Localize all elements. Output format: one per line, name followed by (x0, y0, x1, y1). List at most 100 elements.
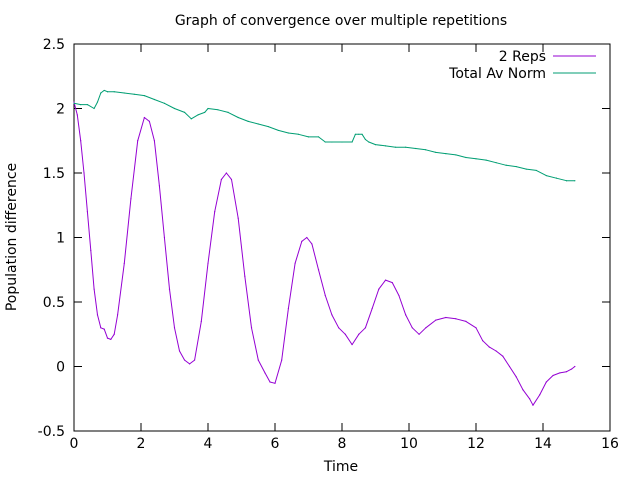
series-1-point (515, 376, 517, 378)
series-2-point (354, 133, 356, 135)
series-1-point (244, 275, 246, 277)
series-1-point (130, 198, 132, 200)
x-axis-ticks: 0 2 4 6 8 10 12 14 16 (70, 44, 619, 452)
series-1-point (475, 327, 477, 329)
series-1-point (495, 350, 497, 352)
x-axis-label: Time (323, 459, 358, 475)
series-1-point (225, 172, 228, 174)
series-1-point (250, 327, 253, 329)
series-2-point (331, 141, 333, 143)
series-2-point (267, 125, 269, 128)
series-2-point (123, 92, 125, 94)
series-2-point (237, 116, 239, 119)
series-1-point (173, 327, 176, 329)
series-2-point (574, 180, 576, 182)
series-1-point (301, 240, 303, 242)
series-1-point (76, 114, 78, 116)
series-2-point (317, 136, 320, 138)
series-1-point (188, 363, 191, 365)
series-1-point (287, 307, 289, 310)
series-1-point (311, 243, 313, 245)
series-2-point (247, 120, 249, 122)
series-1-point (425, 327, 427, 329)
series-1-point (317, 269, 320, 271)
series-1-point (230, 178, 233, 181)
series-2-point (227, 111, 229, 113)
x-tick-label: 10 (400, 436, 418, 452)
series-1-point (455, 318, 457, 320)
series-2-point (368, 141, 370, 143)
y-tick-label: -0.5 (38, 424, 65, 440)
series-2-point (143, 95, 145, 97)
series-2-point (287, 132, 289, 134)
series-2-point (495, 162, 497, 164)
series-1-point (344, 333, 346, 335)
series-2-point (324, 141, 326, 143)
series-1-point (411, 327, 413, 329)
series-1-point (391, 282, 393, 284)
legend-label-1: 2 Reps (499, 49, 546, 65)
series-1-point (143, 116, 145, 119)
series-2-point (73, 102, 75, 104)
series-1-point (163, 236, 166, 239)
chart-title: Graph of convergence over multiple repet… (175, 13, 507, 29)
series-1-point (338, 327, 340, 329)
series-2-point (445, 153, 447, 155)
series-1-point (148, 120, 150, 122)
series-1-point (405, 314, 407, 316)
series-2-point (361, 133, 363, 135)
series-2-point (485, 159, 487, 161)
series-2-point (435, 151, 437, 153)
series-1-point (378, 288, 380, 290)
series-1-point (465, 320, 467, 322)
series-1-point (281, 359, 283, 361)
series-2-point (374, 144, 377, 146)
series-2-point (535, 169, 537, 172)
series-1-point (110, 338, 112, 341)
series-1-point (73, 101, 75, 103)
series-1-point (545, 381, 547, 383)
series-2-point (113, 91, 115, 93)
series-1-point (168, 288, 171, 290)
series-1-point (83, 172, 85, 174)
series-2-point (207, 107, 209, 110)
y-axis-label: Population difference (4, 163, 20, 311)
series-2-point (545, 174, 547, 177)
series-1-point (257, 359, 259, 361)
series-2-point (307, 136, 310, 138)
series-1-point (488, 346, 490, 348)
series-2-point (415, 147, 417, 150)
x-tick-label: 2 (137, 436, 146, 452)
series-1-point (237, 217, 239, 219)
series-1-point (294, 262, 296, 264)
series-1-point (351, 343, 353, 346)
series-1-point (398, 294, 400, 297)
series-1-point (570, 368, 573, 370)
series-2-point (364, 138, 367, 141)
series-1-point (86, 211, 88, 213)
series-1-point (529, 398, 531, 400)
y-tick-label: 0.5 (43, 295, 65, 311)
series-1-point (358, 333, 360, 335)
series-1-point (183, 359, 186, 361)
series-2-point (475, 158, 477, 160)
series-layer (73, 89, 576, 406)
series-1-point (113, 333, 115, 335)
series-1-point (324, 294, 326, 297)
series-2-point (358, 133, 360, 135)
x-tick-label: 8 (338, 436, 347, 452)
series-1-point (435, 319, 437, 321)
series-2-point (455, 154, 457, 156)
series-1-point (103, 328, 105, 330)
series-1-point (153, 140, 155, 142)
y-axis-ticks: -0.5 0 0.5 1 1.5 2 2.5 (38, 37, 610, 440)
series-1-point (200, 320, 202, 322)
series-1-point (116, 314, 119, 316)
series-1-point (93, 288, 95, 290)
series-2-point (277, 129, 279, 132)
series-1-point (445, 316, 447, 319)
y-tick-label: 1.5 (43, 166, 65, 182)
